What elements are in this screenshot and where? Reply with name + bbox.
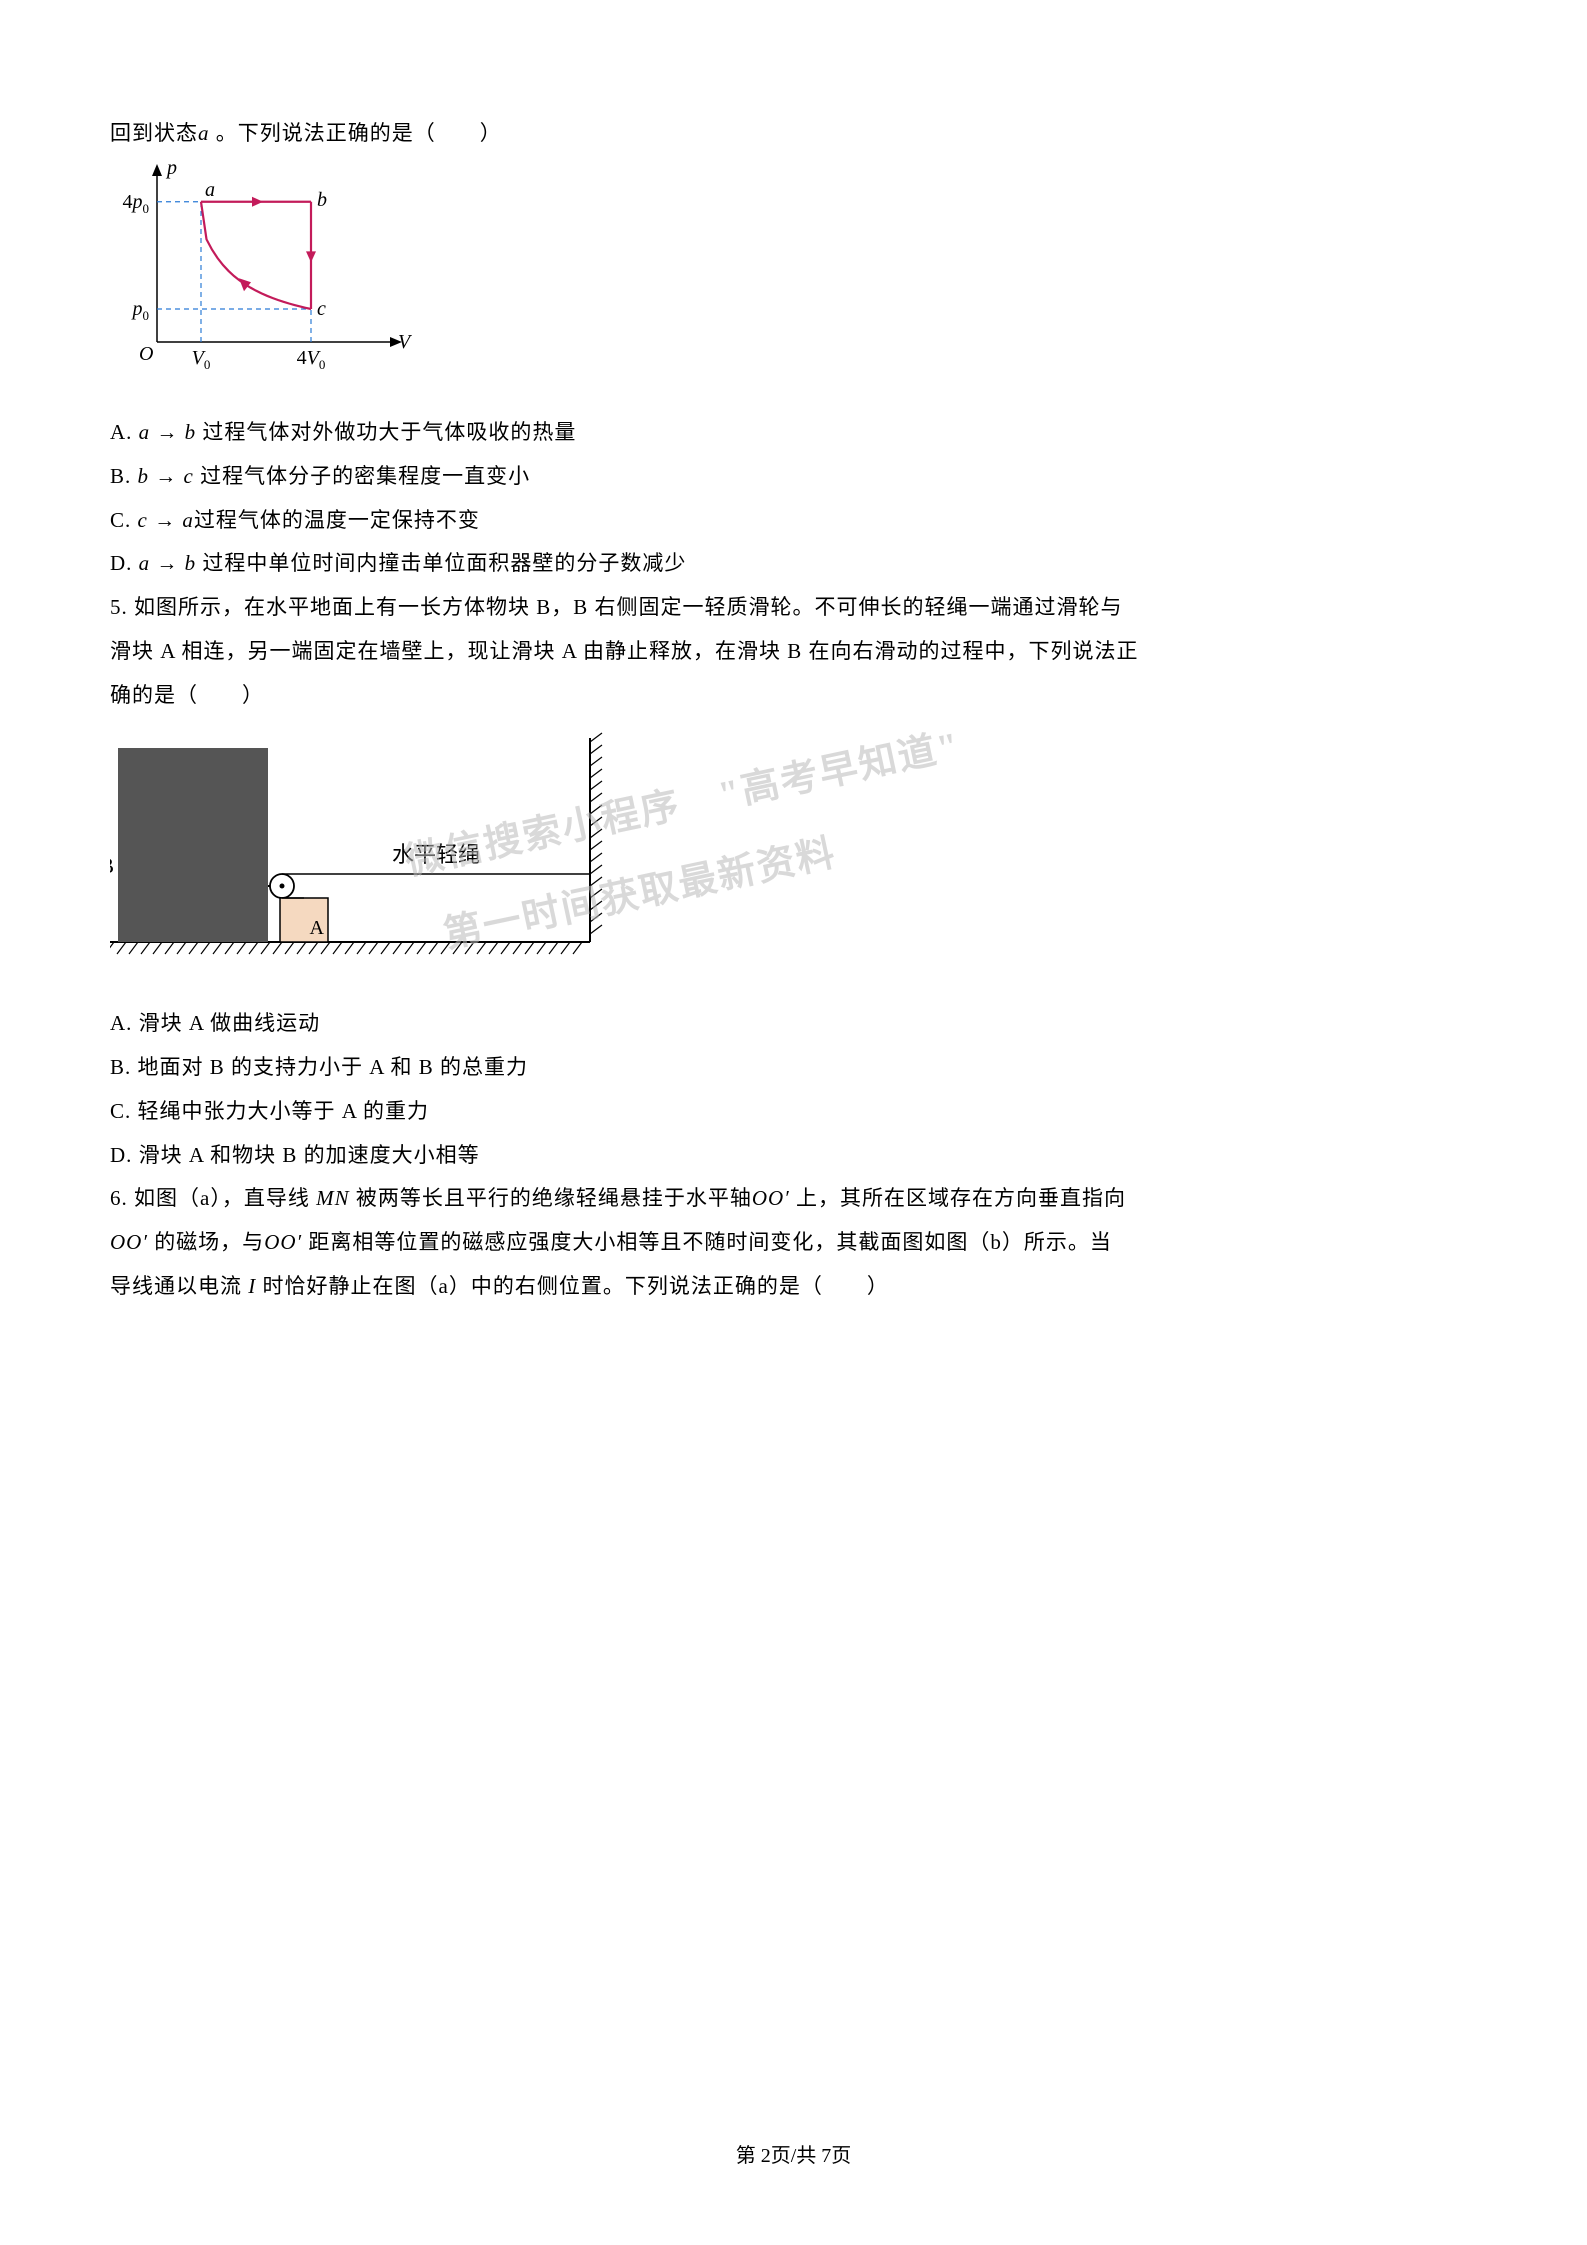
svg-text:B: B: [110, 853, 114, 878]
arrow-icon: →: [150, 551, 185, 575]
q6-l2-mid1: 的磁场，与: [148, 1230, 264, 1254]
opt-D-seg1: a: [139, 551, 151, 575]
q6-l1-post: 上，其所在区域存在方向垂直指向: [790, 1186, 1126, 1210]
q6-l2-mid2: 距离相等位置的磁感应强度大小相等且不随时间变化，其截面图如图（b）所示。当: [302, 1230, 1112, 1254]
opt-C-seg1: c: [138, 508, 148, 532]
q6-OO2: OO′: [110, 1230, 148, 1254]
q4-opt-A: A. a → b 过程气体对外做功大于气体吸收的热量: [110, 413, 1477, 453]
q6-l1-pre: 6. 如图（a），直导线: [110, 1186, 316, 1210]
opt-A-seg1: a: [139, 420, 151, 444]
q5-opt-A: A. 滑块 A 做曲线运动: [110, 1004, 1477, 1044]
opt-C-post: 过程气体的温度一定保持不变: [194, 508, 480, 532]
opt-B-seg1: b: [138, 464, 150, 488]
q5-opt-C: C. 轻绳中张力大小等于 A 的重力: [110, 1092, 1477, 1132]
q4-continuation: 回到状态a 。下列说法正确的是（ ）: [110, 114, 1477, 154]
opt-A-pre: A.: [110, 420, 139, 444]
q4-suffix: 。下列说法正确的是（ ）: [210, 121, 502, 145]
opt-A-seg2: b: [185, 420, 197, 444]
q4-opt-C: C. c → a过程气体的温度一定保持不变: [110, 501, 1477, 541]
q6-OO1: OO′: [752, 1186, 790, 1210]
svg-text:4V0: 4V0: [297, 347, 326, 372]
q5-line3: 确的是（ ）: [110, 676, 1477, 716]
svg-text:A: A: [310, 917, 325, 939]
q6-l1-mid1: 被两等长且平行的绝缘轻绳悬挂于水平轴: [350, 1186, 752, 1210]
arrow-icon: →: [148, 508, 183, 532]
opt-B-seg2: c: [184, 464, 194, 488]
pv-diagram: p V Oa b c 4p0 p0 V0 4V0: [102, 162, 1477, 401]
q5-opt-B: B. 地面对 B 的支持力小于 A 和 B 的总重力: [110, 1048, 1477, 1088]
opt-D-post: 过程中单位时间内撞击单位面积器壁的分子数减少: [196, 551, 686, 575]
q4-opt-B: B. b → c 过程气体分子的密集程度一直变小: [110, 457, 1477, 497]
arrow-icon: →: [150, 420, 185, 444]
opt-C-pre: C.: [110, 508, 138, 532]
content-area: 回到状态a 。下列说法正确的是（ ） pVOabc4p0p0V04V0 A. a…: [110, 114, 1477, 1307]
q6-MN: MN: [316, 1186, 350, 1210]
q6-line3: 导线通以电流 I 时恰好静止在图（a）中的右侧位置。下列说法正确的是（ ）: [110, 1267, 1477, 1307]
svg-text:c: c: [317, 298, 326, 320]
svg-text:b: b: [317, 189, 327, 211]
q5-line1: 5. 如图所示，在水平地面上有一长方体物块 B，B 右侧固定一轻质滑轮。不可伸长…: [110, 588, 1477, 628]
q6-OO3: OO′: [264, 1230, 302, 1254]
opt-B-post: 过程气体分子的密集程度一直变小: [194, 464, 530, 488]
pv-svg: p V Oa b c 4p0 p0 V0 4V0: [102, 162, 412, 387]
fig5-svg: B A 水平轻绳: [110, 728, 990, 978]
svg-text:a: a: [205, 179, 215, 201]
q4-opt-D: D. a → b 过程中单位时间内撞击单位面积器壁的分子数减少: [110, 544, 1477, 584]
page-root: 回到状态a 。下列说法正确的是（ ） pVOabc4p0p0V04V0 A. a…: [0, 0, 1587, 2245]
opt-D-seg2: b: [185, 551, 197, 575]
q5-line2: 滑块 A 相连，另一端固定在墙壁上，现让滑块 A 由静止释放，在滑块 B 在向右…: [110, 632, 1477, 672]
svg-text:p0: p0: [131, 298, 150, 323]
opt-D-pre: D.: [110, 551, 139, 575]
q4-state-var: a: [198, 121, 210, 145]
q5-opt-D: D. 滑块 A 和物块 B 的加速度大小相等: [110, 1136, 1477, 1176]
opt-B-pre: B.: [110, 464, 138, 488]
opt-A-post: 过程气体对外做功大于气体吸收的热量: [196, 420, 576, 444]
q4-prefix: 回到状态: [110, 121, 198, 145]
svg-text:O: O: [139, 343, 153, 365]
q6-l3-pre: 导线通以电流: [110, 1274, 248, 1298]
svg-text:水平轻绳: 水平轻绳: [392, 842, 480, 867]
fig5-wrapper: BA水平轻绳 微信搜索小程序 "高考早知道" 第一时间获取最新资料: [110, 728, 1477, 992]
arrow-icon: →: [149, 464, 184, 488]
opt-C-seg2: a: [182, 508, 194, 532]
page-footer: 第 2页/共 7页: [0, 2137, 1587, 2175]
q6-line2: OO′ 的磁场，与OO′ 距离相等位置的磁感应强度大小相等且不随时间变化，其截面…: [110, 1223, 1477, 1263]
q6-line1: 6. 如图（a），直导线 MN 被两等长且平行的绝缘轻绳悬挂于水平轴OO′ 上，…: [110, 1179, 1477, 1219]
svg-text:4p0: 4p0: [123, 191, 150, 216]
svg-text:p: p: [165, 162, 177, 179]
svg-text:V0: V0: [192, 347, 211, 372]
q6-l3-post: 时恰好静止在图（a）中的右侧位置。下列说法正确的是（ ）: [256, 1274, 889, 1298]
svg-text:V: V: [398, 331, 412, 353]
